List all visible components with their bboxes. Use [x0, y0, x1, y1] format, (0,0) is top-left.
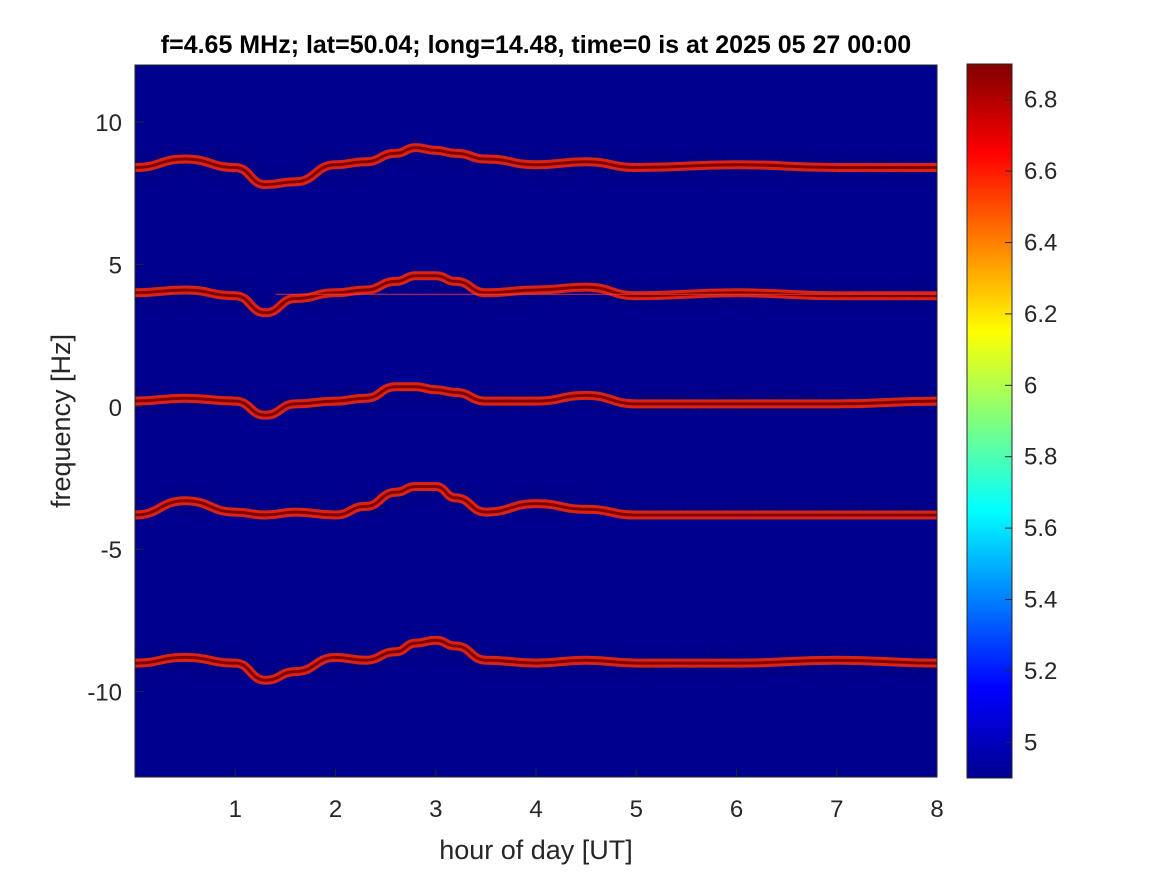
- x-tick-label: 7: [830, 796, 843, 823]
- y-tick-label: -5: [101, 537, 122, 564]
- x-tick-label: 6: [730, 796, 743, 823]
- x-tick-label: 4: [529, 796, 542, 823]
- signal-band-layer: [135, 638, 937, 682]
- colorbar-tick-label: 6.8: [1024, 87, 1057, 114]
- colorbar-tick-label: 6.2: [1024, 301, 1057, 328]
- colorbar-tick-label: 5.4: [1024, 587, 1057, 614]
- y-tick-label: 10: [95, 110, 122, 137]
- signal-band: [135, 129, 937, 203]
- x-tick-label: 8: [930, 796, 943, 823]
- plot-area: [134, 64, 938, 778]
- signal-band: [135, 257, 937, 331]
- colorbar: 6.8 6.6 6.4 6.2 6 5.8 5.6 5.4 5.2 5: [966, 63, 1057, 779]
- signal-band-layer: [135, 146, 937, 187]
- signal-band-layer: [135, 385, 937, 417]
- colorbar-tick-label: 6.6: [1024, 158, 1057, 185]
- colorbar-gradient: [966, 63, 1013, 779]
- colorbar-tick-label: 6: [1024, 372, 1037, 399]
- signal-band: [135, 468, 937, 533]
- signal-band-layer: [135, 485, 937, 517]
- x-tick-label: 3: [429, 796, 442, 823]
- y-tick-label: -10: [87, 680, 122, 707]
- colorbar-tick-label: 5.8: [1024, 444, 1057, 471]
- colorbar-tick-label: 5.6: [1024, 515, 1057, 542]
- y-axis-label: frequency [Hz]: [46, 334, 76, 508]
- y-tick-label: 5: [109, 252, 122, 279]
- signal-band: [135, 368, 937, 434]
- x-tick-label: 1: [229, 796, 242, 823]
- signal-band-layer: [135, 274, 937, 315]
- y-tick-label: 0: [109, 395, 122, 422]
- colorbar-tick-label: 5: [1024, 729, 1037, 756]
- x-axis-label: hour of day [UT]: [439, 835, 633, 865]
- colorbar-tick-label: 5.2: [1024, 658, 1057, 685]
- signal-band: [135, 622, 937, 699]
- colorbar-tick-label: 6.4: [1024, 230, 1057, 257]
- x-tick-label: 5: [630, 796, 643, 823]
- x-tick-label: 2: [329, 796, 342, 823]
- chart-title: f=4.65 MHz; lat=50.04; long=14.48, time=…: [161, 31, 911, 59]
